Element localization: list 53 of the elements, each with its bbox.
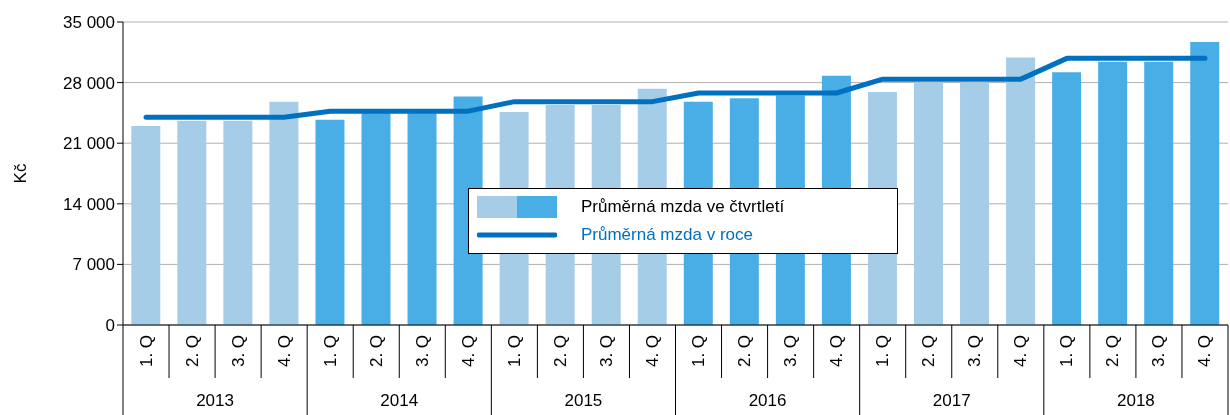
y-axis-title: Kč xyxy=(11,163,31,184)
bar xyxy=(914,82,943,325)
bar xyxy=(315,119,345,325)
bar xyxy=(1144,61,1174,325)
x-tick-label: 4. Q xyxy=(827,334,847,368)
y-tick-label: 21 000 xyxy=(63,134,115,154)
y-tick-label: 0 xyxy=(105,316,115,336)
legend-label: Průměrná mzda ve čtvrtletí xyxy=(581,197,785,217)
bar xyxy=(361,112,391,325)
text: 2014 xyxy=(380,391,419,410)
x-tick-label: 2. Q xyxy=(182,334,202,368)
y-tick-label: 35 000 xyxy=(63,13,115,33)
x-tick-label: 4. Q xyxy=(642,334,662,368)
text: 2015 xyxy=(564,391,603,410)
x-tick-label: 2. Q xyxy=(735,334,755,368)
x-tick-label: 1. Q xyxy=(320,334,340,368)
bar xyxy=(960,82,990,325)
x-tick-label: 3. Q xyxy=(412,334,432,368)
text: 2013 xyxy=(196,391,234,410)
bar xyxy=(177,120,207,325)
x-tick-label: 2. Q xyxy=(1103,334,1123,368)
text: 2017 xyxy=(932,391,971,410)
x-tick-label: 4. Q xyxy=(274,334,294,368)
legend-label: Průměrná mzda v roce xyxy=(581,225,753,245)
bar xyxy=(1052,72,1082,325)
x-tick-label: 1. Q xyxy=(504,334,524,368)
x-tick-label: 1. Q xyxy=(873,334,893,368)
x-tick-label: 3. Q xyxy=(1149,334,1169,368)
x-tick-label: 1. Q xyxy=(1057,334,1077,368)
x-tick-label: 2. Q xyxy=(366,334,386,368)
x-tick-label: 3. Q xyxy=(965,334,985,368)
y-tick-label: 7 000 xyxy=(72,255,115,275)
y-tick-label: 28 000 xyxy=(63,73,115,93)
x-tick-label: 4. Q xyxy=(458,334,478,368)
y-tick-label: 14 000 xyxy=(63,194,115,214)
bar xyxy=(131,125,161,325)
x-tick-label: 4. Q xyxy=(1195,334,1215,368)
bar xyxy=(223,120,253,325)
bar xyxy=(1098,61,1128,325)
bar xyxy=(407,112,437,325)
x-tick-label: 1. Q xyxy=(136,334,156,368)
x-tick-label: 2. Q xyxy=(919,334,939,368)
bar xyxy=(1006,57,1036,325)
x-tick-label: 2. Q xyxy=(550,334,570,368)
x-tick-label: 3. Q xyxy=(228,334,248,368)
bar xyxy=(1190,41,1220,325)
x-tick-label: 1. Q xyxy=(689,334,709,368)
text: 2016 xyxy=(748,391,787,410)
x-tick-label: 3. Q xyxy=(781,334,801,368)
text: 2018 xyxy=(1117,391,1155,410)
bar xyxy=(269,101,299,325)
x-tick-label: 3. Q xyxy=(596,334,616,368)
x-tick-label: 4. Q xyxy=(1011,334,1031,368)
